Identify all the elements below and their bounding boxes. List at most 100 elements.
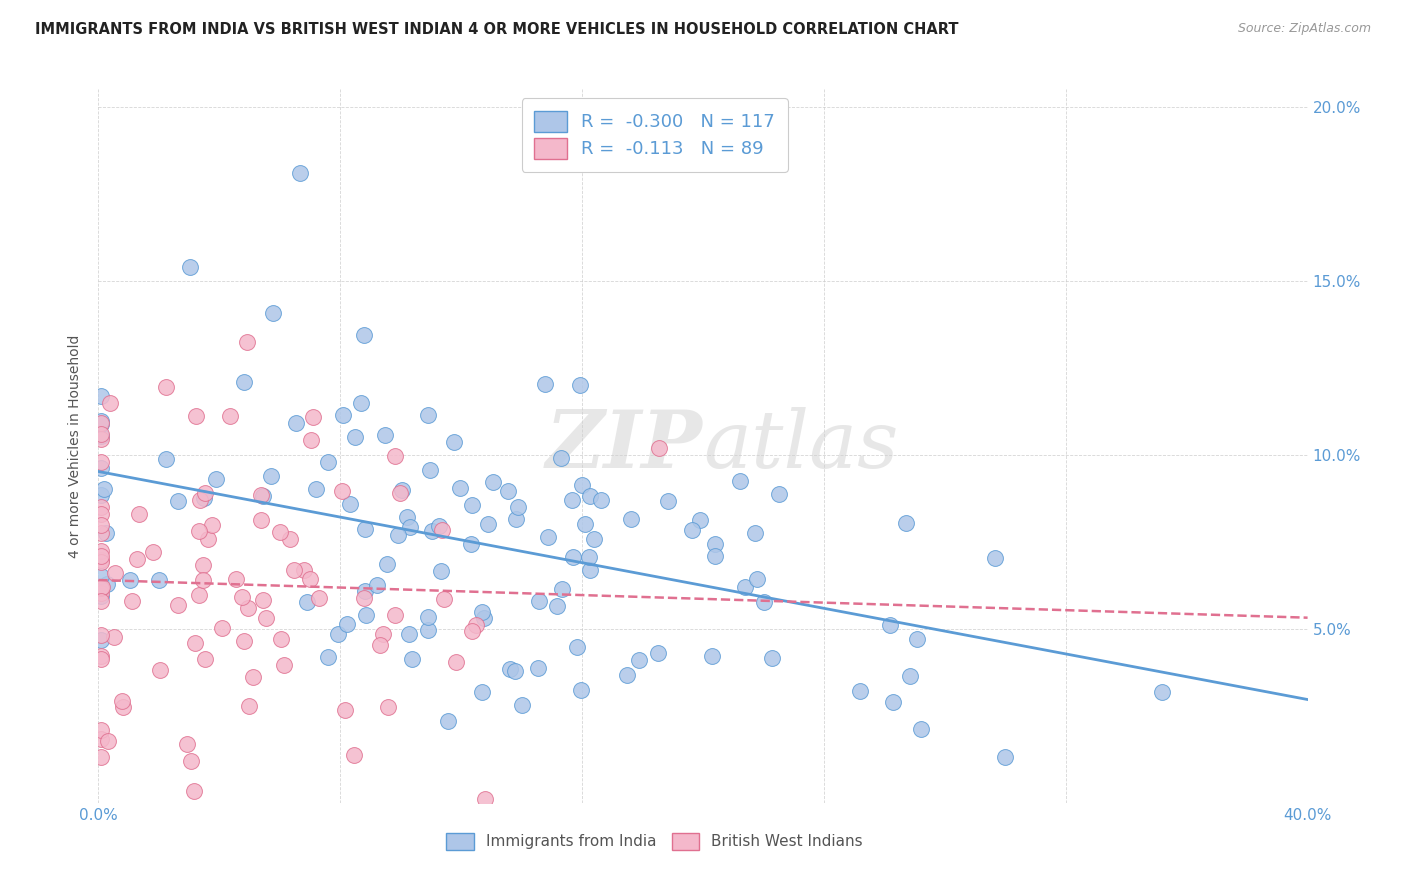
Point [250,513,273,527]
Point [90,526,112,541]
Point [882,695,904,709]
Point [433,592,456,607]
Point [328,627,350,641]
Point [391,483,413,497]
Point [111,700,134,714]
Point [704,537,727,551]
Point [183,784,205,798]
Point [353,591,375,605]
Point [179,260,201,274]
Point [298,572,321,586]
Point [270,632,292,646]
Point [471,685,494,699]
Point [354,607,377,622]
Point [681,523,703,537]
Point [90,593,112,607]
Point [180,754,202,768]
Point [90,389,112,403]
Point [474,792,496,806]
Point [231,590,253,604]
Point [193,491,215,505]
Point [233,375,256,389]
Point [647,646,669,660]
Point [254,611,277,625]
Point [430,523,453,537]
Point [90,432,112,446]
Text: Source: ZipAtlas.com: Source: ZipAtlas.com [1237,22,1371,36]
Point [336,616,359,631]
Point [90,427,112,442]
Point [90,628,112,642]
Point [396,510,419,524]
Point [578,562,600,576]
Point [90,723,112,738]
Point [353,522,375,536]
Point [730,474,752,488]
Point [308,591,330,606]
Point [368,638,391,652]
Point [316,455,339,469]
Point [111,694,134,708]
Point [103,630,125,644]
Point [339,497,361,511]
Point [704,549,727,564]
Point [149,663,172,677]
Point [350,396,373,410]
Point [562,549,585,564]
Point [188,492,211,507]
Point [993,750,1015,764]
Point [96,525,118,540]
Point [366,578,388,592]
Point [578,489,600,503]
Point [689,513,711,527]
Point [299,433,322,447]
Point [238,698,260,713]
Point [449,481,471,495]
Point [898,669,921,683]
Point [236,600,259,615]
Point [561,493,583,508]
Point [375,557,398,571]
Point [194,651,217,665]
Point [499,662,522,676]
Point [702,648,724,663]
Point [984,550,1007,565]
Point [527,594,550,608]
Point [90,633,112,648]
Point [219,409,242,423]
Point [250,488,273,502]
Point [90,414,112,428]
Point [419,463,441,477]
Point [93,483,115,497]
Point [205,471,228,485]
Point [894,516,917,530]
Point [90,544,112,558]
Point [316,650,339,665]
Point [471,605,494,619]
Point [416,623,439,637]
Point [496,483,519,498]
Point [90,585,112,599]
Point [734,580,756,594]
Text: atlas: atlas [703,408,898,484]
Point [420,524,443,539]
Point [90,750,112,764]
Point [905,632,928,647]
Point [90,569,112,583]
Text: IMMIGRANTS FROM INDIA VS BRITISH WEST INDIAN 4 OR MORE VEHICLES IN HOUSEHOLD COR: IMMIGRANTS FROM INDIA VS BRITISH WEST IN… [35,22,959,37]
Point [191,558,214,572]
Point [768,486,790,500]
Point [186,409,208,423]
Point [297,595,319,609]
Point [565,640,588,654]
Point [90,648,112,663]
Point [90,500,112,514]
Point [481,475,503,489]
Point [550,451,572,466]
Point [384,608,406,623]
Point [90,732,112,747]
Point [96,576,118,591]
Point [416,408,439,422]
Point [354,584,377,599]
Point [201,518,224,533]
